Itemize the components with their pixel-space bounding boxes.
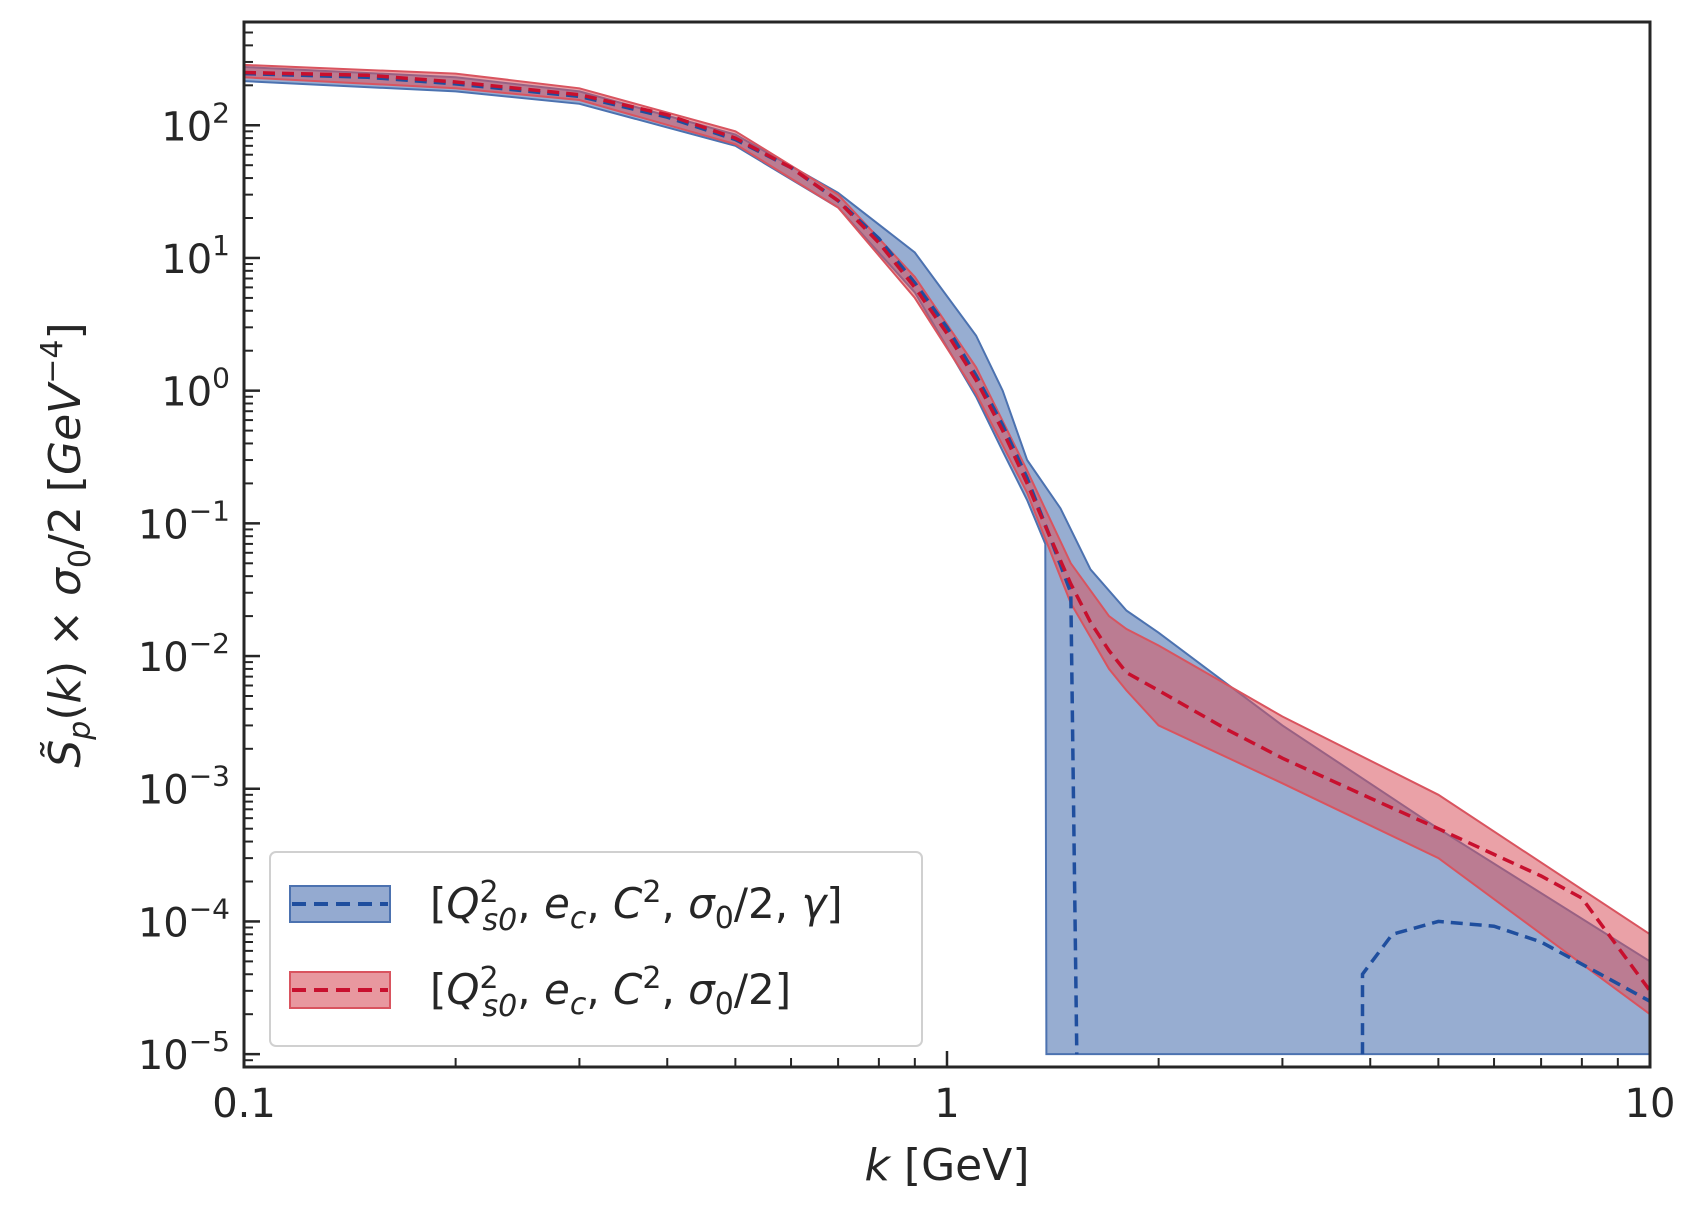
y-tick-label: 10−3 [138,760,230,814]
legend-box [269,851,923,1047]
x-axis-label: k [GeV] [864,1140,1029,1191]
legend-label-series-2: [Q2 s0, ec, C2, σ0/2] [430,961,791,1024]
x-tick-label: 10 [1625,1081,1676,1127]
legend-entry-series-1: [Q2 s0, ec, C2, σ0/2, γ] [289,875,843,938]
y-tick-label: 10−4 [138,892,230,946]
y-tick-label: 10−5 [138,1025,230,1079]
y-tick-label: 10−1 [138,494,230,548]
line-series-2 [244,70,1650,992]
legend-swatch-series-2 [289,971,391,1009]
y-tick-label: 101 [161,229,230,283]
band-series-2 [244,63,1650,1016]
lines-group [244,70,1650,1055]
legend-entry-series-2: [Q2 s0, ec, C2, σ0/2] [289,961,791,1024]
legend: [Q2 s0, ec, C2, σ0/2, γ] [Q2 s0, ec, C2, σ… [269,851,923,1047]
y-tick-label: 100 [161,362,230,416]
x-tick-label: 1 [934,1081,959,1127]
y-tick-label: 10−2 [138,627,230,681]
x-tick-label: 0.1 [212,1081,276,1127]
legend-label-series-1: [Q2 s0, ec, C2, σ0/2, γ] [430,875,843,938]
ticks-group [242,21,1619,1068]
y-tick-label: 102 [161,96,230,150]
tick-labels-group: 0.1 1 10 102 101 100 10−1 10−2 10−3 10−4 10−5 [138,96,1676,1127]
y-axis-label: S̃p(k) × σ0/2 [GeV−4] [35,322,98,767]
